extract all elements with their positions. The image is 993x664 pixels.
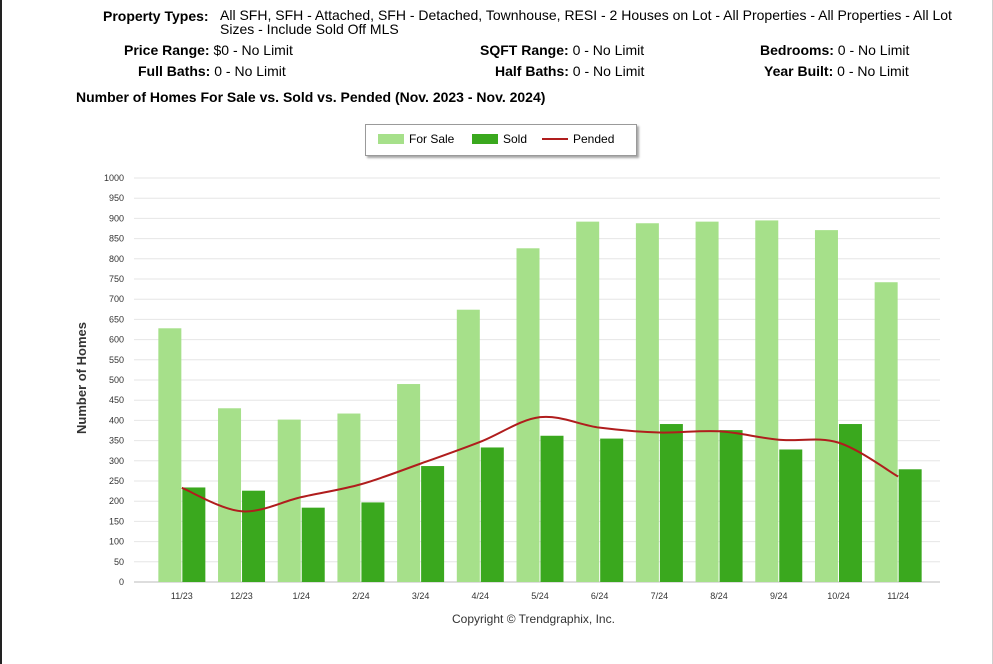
- y-tick-label: 500: [109, 375, 124, 385]
- property-types-value: All SFH, SFH - Attached, SFH - Detached,…: [220, 7, 952, 37]
- bar-for-sale: [814, 230, 838, 582]
- sqft-range-value: 0 - No Limit: [572, 42, 645, 58]
- bar-sold: [242, 490, 266, 582]
- bar-for-sale: [397, 384, 421, 582]
- bar-sold: [838, 424, 862, 582]
- line-pended: [181, 415, 899, 513]
- y-tick-label: 200: [109, 496, 124, 506]
- legend-swatch-for-sale: [378, 134, 404, 144]
- half-baths-value: 0 - No Limit: [572, 63, 645, 79]
- y-tick-label: 900: [109, 213, 124, 223]
- legend-item-pended: Pended: [542, 132, 614, 146]
- page-left-border: [0, 0, 2, 664]
- y-tick-label: 250: [109, 476, 124, 486]
- bar-for-sale: [635, 223, 659, 583]
- bar-sold: [480, 447, 504, 582]
- sqft-range-label: SQFT Range:: [480, 42, 569, 58]
- y-tick-label: 600: [109, 335, 124, 345]
- bar-sold: [659, 424, 683, 582]
- year-built-value: 0 - No Limit: [837, 63, 909, 79]
- x-tick-label: 12/23: [230, 591, 253, 601]
- bedrooms-value: 0 - No Limit: [837, 42, 910, 58]
- x-tick-label: 10/24: [827, 591, 850, 601]
- property-types-label: Property Types:: [103, 8, 209, 24]
- half-baths-label: Half Baths:: [495, 63, 569, 79]
- y-tick-label: 800: [109, 254, 124, 264]
- bedrooms-label: Bedrooms:: [760, 42, 834, 58]
- legend-swatch-sold: [472, 134, 498, 144]
- legend-label-pended: Pended: [573, 132, 615, 146]
- x-tick-label: 2/24: [352, 591, 370, 601]
- x-tick-label: 4/24: [472, 591, 490, 601]
- bar-for-sale: [337, 413, 361, 582]
- year-built-criterion: Year Built: 0 - No Limit: [764, 64, 909, 79]
- y-tick-label: 550: [109, 355, 124, 365]
- y-tick-label: 100: [109, 537, 124, 547]
- x-tick-label: 9/24: [770, 591, 788, 601]
- y-tick-label: 300: [109, 456, 124, 466]
- half-baths-criterion: Half Baths: 0 - No Limit: [495, 64, 644, 79]
- y-tick-label: 450: [109, 395, 124, 405]
- x-tick-label: 7/24: [651, 591, 669, 601]
- x-tick-label: 8/24: [710, 591, 728, 601]
- price-range-label: Price Range:: [124, 42, 210, 58]
- y-tick-label: 1000: [104, 173, 124, 183]
- y-tick-label: 50: [114, 557, 124, 567]
- y-tick-label: 0: [119, 577, 124, 587]
- legend-item-sold: Sold: [472, 132, 527, 146]
- bar-for-sale: [218, 408, 242, 582]
- full-baths-label: Full Baths:: [138, 63, 211, 79]
- bar-for-sale: [695, 221, 719, 582]
- bar-sold: [361, 502, 385, 582]
- x-tick-label: 11/23: [171, 591, 193, 601]
- bar-sold: [600, 438, 624, 582]
- chart-title: Number of Homes For Sale vs. Sold vs. Pe…: [76, 89, 546, 105]
- bar-for-sale: [158, 328, 182, 582]
- y-tick-label: 850: [109, 234, 124, 244]
- bar-for-sale: [576, 221, 600, 582]
- y-tick-label: 700: [109, 294, 124, 304]
- bar-for-sale: [755, 220, 779, 583]
- bar-for-sale: [516, 248, 540, 582]
- bar-sold: [719, 430, 743, 582]
- bar-sold: [421, 466, 445, 582]
- bar-sold: [301, 507, 325, 582]
- legend-item-for-sale: For Sale: [378, 132, 454, 146]
- x-tick-label: 6/24: [591, 591, 609, 601]
- legend-label-sold: Sold: [503, 132, 528, 146]
- bedrooms-criterion: Bedrooms: 0 - No Limit: [760, 43, 909, 58]
- legend-label-for-sale: For Sale: [409, 132, 455, 146]
- bar-sold: [540, 435, 564, 582]
- sqft-range-criterion: SQFT Range: 0 - No Limit: [480, 43, 644, 58]
- copyright-text: Copyright © Trendgraphix, Inc.: [452, 612, 615, 626]
- y-tick-label: 750: [109, 274, 124, 284]
- y-axis-label: Number of Homes: [74, 322, 89, 434]
- full-baths-criterion: Full Baths: 0 - No Limit: [138, 64, 286, 79]
- x-tick-label: 11/24: [887, 591, 909, 601]
- bar-sold: [182, 487, 206, 582]
- bar-sold: [898, 469, 922, 582]
- bar-for-sale: [874, 282, 898, 582]
- price-range-value: $0 - No Limit: [213, 42, 293, 58]
- y-tick-label: 150: [109, 516, 124, 526]
- y-tick-label: 400: [109, 415, 124, 425]
- bar-sold: [779, 449, 803, 582]
- y-tick-label: 350: [109, 436, 124, 446]
- y-tick-label: 950: [109, 193, 124, 203]
- legend-line-pended: [542, 138, 568, 140]
- x-tick-label: 5/24: [531, 591, 549, 601]
- year-built-label: Year Built:: [764, 63, 834, 79]
- y-tick-label: 650: [109, 314, 124, 324]
- full-baths-value: 0 - No Limit: [214, 63, 286, 79]
- x-tick-label: 1/24: [292, 591, 310, 601]
- chart-legend: For Sale Sold Pended: [365, 124, 637, 156]
- price-range-criterion: Price Range: $0 - No Limit: [124, 43, 293, 58]
- x-tick-label: 3/24: [412, 591, 430, 601]
